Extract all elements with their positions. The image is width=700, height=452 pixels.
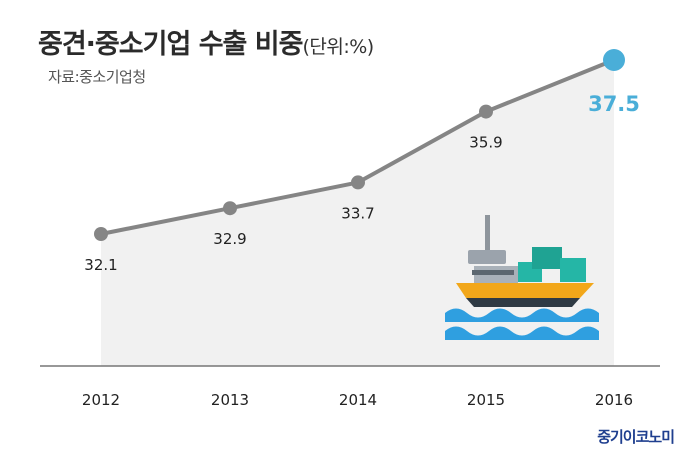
brand-logo: 중기이코노미	[597, 428, 675, 446]
x-tick-2013: 2013	[211, 391, 249, 409]
data-point-2012	[94, 227, 108, 241]
chart-title-block: 중견·중소기업 수출 비중(단위:%)	[38, 22, 374, 61]
data-point-2013	[223, 201, 237, 216]
unit-label: (단위:%)	[302, 36, 374, 58]
data-point-2016	[603, 49, 625, 71]
chart-title: 중견·중소기업 수출 비중	[38, 29, 303, 60]
source-note: 자료:중소기업청	[48, 68, 146, 86]
data-points	[94, 49, 625, 241]
x-tick-labels: 2012 2013 2014 2015 2016	[82, 391, 633, 409]
x-tick-2014: 2014	[339, 391, 377, 409]
data-point-2015	[479, 104, 493, 119]
data-point-2014	[351, 175, 365, 190]
data-label-2016: 37.5	[588, 92, 640, 116]
cargo-ship-icon	[445, 215, 599, 340]
data-label-2013: 32.9	[213, 230, 246, 248]
x-tick-2016: 2016	[595, 391, 633, 409]
x-tick-2015: 2015	[467, 391, 505, 409]
data-label-2015: 35.9	[469, 134, 502, 152]
data-labels: 32.1 32.9 33.7 35.9 37.5	[84, 92, 640, 274]
data-label-2012: 32.1	[84, 256, 117, 274]
data-label-2014: 33.7	[341, 204, 374, 222]
x-tick-2012: 2012	[82, 391, 120, 409]
